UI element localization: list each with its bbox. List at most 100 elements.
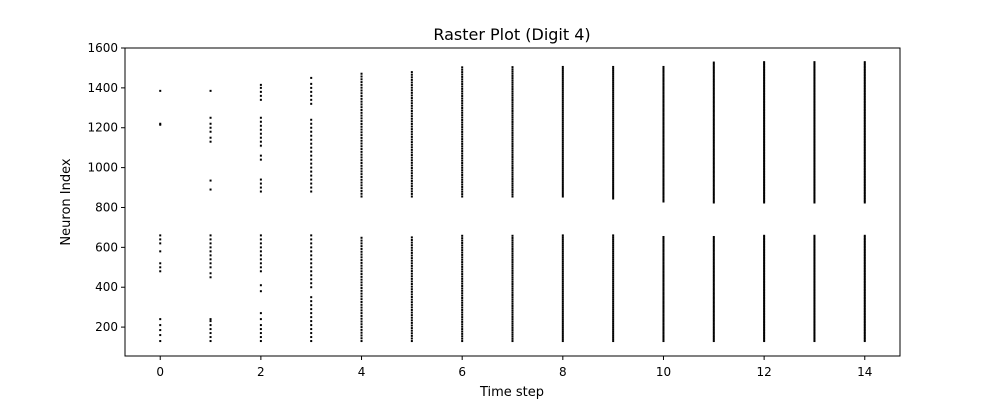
- spike-point: [360, 81, 363, 84]
- spike-point: [763, 169, 766, 172]
- spike-point: [612, 149, 615, 152]
- spike-point: [813, 250, 816, 253]
- spike-point: [561, 326, 564, 329]
- spike-point: [813, 171, 816, 174]
- spike-point: [763, 285, 766, 288]
- spike-point: [712, 338, 715, 341]
- spike-point: [511, 140, 514, 143]
- spike-point: [813, 320, 816, 323]
- spike-point: [813, 201, 816, 204]
- spike-point: [410, 308, 413, 311]
- spike-point: [511, 329, 514, 332]
- spike-point: [763, 158, 766, 161]
- spike-point: [763, 137, 766, 140]
- spike-point: [360, 95, 363, 98]
- spike-point: [813, 120, 816, 123]
- spike-point: [561, 169, 564, 172]
- spike-point: [259, 136, 262, 139]
- spike-point: [863, 298, 866, 301]
- spike-point: [612, 292, 615, 295]
- spike-point: [461, 270, 464, 273]
- spike-point: [511, 258, 514, 261]
- spike-point: [259, 250, 262, 253]
- spike-point: [863, 241, 866, 244]
- spike-point: [662, 130, 665, 133]
- spike-point: [410, 334, 413, 337]
- spike-point: [561, 284, 564, 287]
- spike-point: [511, 324, 514, 327]
- spike-point: [712, 305, 715, 308]
- spike-point: [813, 241, 816, 244]
- spike-point: [410, 84, 413, 87]
- spike-point: [712, 270, 715, 273]
- spike-point: [561, 258, 564, 261]
- spike-point: [863, 252, 866, 255]
- spike-point: [259, 144, 262, 147]
- spike-point: [511, 278, 514, 281]
- spike-point: [360, 261, 363, 264]
- spike-point: [360, 120, 363, 123]
- spike-point: [863, 67, 866, 70]
- spike-point: [712, 340, 715, 343]
- spike-point: [763, 298, 766, 301]
- spike-point: [662, 322, 665, 325]
- spike-point: [813, 131, 816, 134]
- spike-point: [712, 282, 715, 285]
- spike-point: [863, 124, 866, 127]
- spike-point: [209, 328, 212, 331]
- spike-point: [712, 145, 715, 148]
- spike-point: [662, 148, 665, 151]
- spike-point: [763, 147, 766, 150]
- spike-point: [763, 293, 766, 296]
- spike-point: [410, 91, 413, 94]
- spike-point: [813, 65, 816, 68]
- spike-point: [360, 111, 363, 114]
- spike-point: [561, 262, 564, 265]
- spike-point: [763, 156, 766, 159]
- spike-point: [511, 92, 514, 95]
- spike-point: [863, 153, 866, 156]
- spike-point: [310, 130, 313, 133]
- spike-point: [863, 102, 866, 105]
- spike-point: [360, 306, 363, 309]
- spike-point: [662, 80, 665, 83]
- spike-point: [410, 172, 413, 175]
- spike-point: [662, 305, 665, 308]
- spike-point: [712, 171, 715, 173]
- spike-point: [763, 316, 766, 319]
- spike-point: [461, 75, 464, 78]
- spike-point: [662, 139, 665, 142]
- spike-point: [813, 249, 816, 252]
- spike-point: [763, 234, 766, 237]
- spike-point: [813, 161, 816, 164]
- spike-point: [813, 113, 816, 116]
- spike-point: [813, 301, 816, 304]
- spike-point: [813, 244, 816, 247]
- spike-point: [360, 150, 363, 153]
- spike-point: [511, 191, 514, 194]
- spike-point: [461, 237, 464, 240]
- spike-point: [511, 120, 514, 123]
- spike-point: [813, 109, 816, 111]
- spike-point: [612, 97, 615, 100]
- spike-point: [813, 319, 816, 322]
- spike-point: [612, 121, 615, 124]
- spike-point: [612, 103, 615, 106]
- spike-point: [863, 161, 866, 164]
- spike-point: [763, 257, 766, 260]
- spike-point: [612, 310, 615, 313]
- spike-point: [511, 66, 514, 69]
- x-tick-label: 4: [358, 365, 366, 379]
- spike-point: [612, 298, 615, 301]
- spike-point: [662, 331, 665, 334]
- spike-point: [863, 303, 866, 306]
- spike-point: [259, 270, 262, 273]
- spike-point: [561, 117, 564, 120]
- spike-point: [511, 247, 514, 250]
- spike-point: [662, 332, 665, 335]
- spike-point: [863, 263, 866, 266]
- spike-point: [712, 93, 715, 96]
- spike-point: [612, 75, 615, 78]
- spike-point: [561, 302, 564, 305]
- spike-point: [763, 332, 766, 335]
